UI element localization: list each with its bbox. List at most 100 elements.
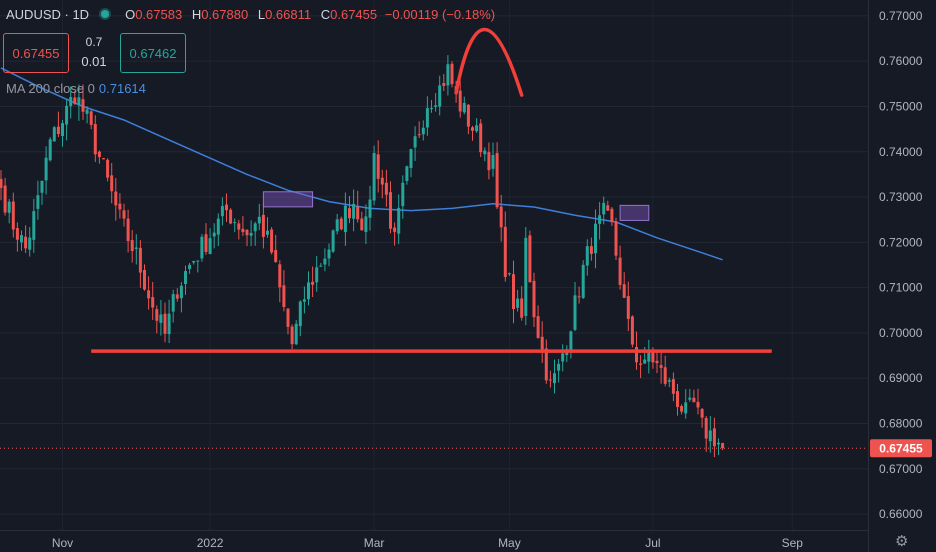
candle-body [290,326,294,345]
candle-body [97,151,101,158]
candle-body [540,336,544,350]
candle-body [438,85,442,107]
trade-size-panel: 0.7 0.01 [72,32,116,72]
candle-body [167,313,171,335]
sell-button[interactable]: 0.67455 [3,33,69,73]
candle-body [89,111,93,125]
price-tick-label: 0.66000 [879,507,923,521]
candle-body [462,102,466,113]
gear-icon[interactable]: ⚙ [895,533,909,550]
candle-body [479,123,483,153]
candle-body [327,249,331,259]
candle-body [458,90,462,112]
candle-body [28,237,32,250]
candle-body [179,285,183,299]
candle-body [32,211,36,240]
candle-body [450,63,454,85]
candle-body [532,280,536,318]
price-tick-label: 0.77000 [879,9,923,23]
candle-body [93,124,97,155]
candle-body [130,240,134,251]
change-value: −0.00119 (−0.18%) [384,7,496,22]
lot-size-input[interactable]: 0.01 [81,54,107,69]
candle-body [298,301,302,327]
candle-body [106,159,110,178]
candle-body [495,153,499,208]
last-price-tag [870,439,932,458]
candle-body [680,406,684,412]
candle-body [225,204,228,211]
candle-body [594,223,597,254]
candle-body [635,347,638,363]
candle-body [614,221,618,256]
high-label: H [191,7,202,22]
candle-body [548,379,552,381]
candle-body [643,359,647,364]
ma-legend[interactable]: MA 200 close 0 0.71614 [6,81,146,96]
candle-body [40,180,44,193]
candle-body [684,402,688,414]
candle-body [56,126,60,135]
candle-body [692,397,696,403]
resistance-zone [619,204,650,221]
time-axis: Nov 2022 Mar May Jul Sep [0,530,868,550]
candle-body [405,166,409,182]
price-tick-label: 0.76000 [879,54,923,68]
symbol-title[interactable]: AUDUSD · 1D [6,7,90,22]
price-tick-label: 0.71000 [879,281,923,295]
candle-body [610,208,614,223]
candle-body [622,284,626,298]
price-tick-label: 0.67000 [879,462,923,476]
candle-body [442,83,446,86]
candle-body [188,264,192,269]
candle-body [122,210,126,219]
price-axis: 0.77000 0.76000 0.75000 0.74000 0.73000 0.720… [868,0,936,552]
candle-body [717,442,720,445]
candle-body [302,299,306,302]
ma200-polyline [0,67,723,261]
candle-body [446,64,450,86]
candle-body [667,380,671,382]
candle-body [618,257,622,285]
candle-body [475,125,479,132]
candle-body [553,373,556,384]
candle-body [147,290,151,299]
candle-body [487,152,491,171]
candle-body [401,182,405,207]
candle-body [77,97,81,106]
time-tick-label: Jul [645,536,660,550]
candle-body [15,228,19,240]
candle-body [368,199,372,218]
candle-body [229,209,233,224]
candle-body [44,157,48,181]
candle-body [200,236,204,259]
candle-body [126,218,130,242]
candle-body [630,316,634,345]
candle-body [372,152,376,201]
candle-body [48,139,52,161]
chart-grid [0,0,868,530]
price-tick-label: 0.69000 [879,371,923,385]
time-tick-label: Sep [782,536,804,550]
candle-body [561,353,565,362]
candle-body [512,274,515,310]
candle-body [36,195,40,209]
candle-body [577,296,581,298]
candle-body [274,250,278,262]
buy-button[interactable]: 0.67462 [120,33,186,73]
candle-body [417,134,421,136]
candle-body [598,215,602,224]
candle-body [171,294,175,312]
open-label: O [125,7,136,22]
price-tick-label: 0.73000 [879,190,923,204]
candlestick-series [0,55,725,458]
candle-body [11,201,15,230]
annotation-layer [0,27,868,449]
candle-body [241,228,245,233]
candle-body [581,264,585,298]
price-axis-bg [868,0,936,552]
candle-body [708,430,712,442]
candle-body [73,97,77,104]
candle-body [311,281,315,285]
